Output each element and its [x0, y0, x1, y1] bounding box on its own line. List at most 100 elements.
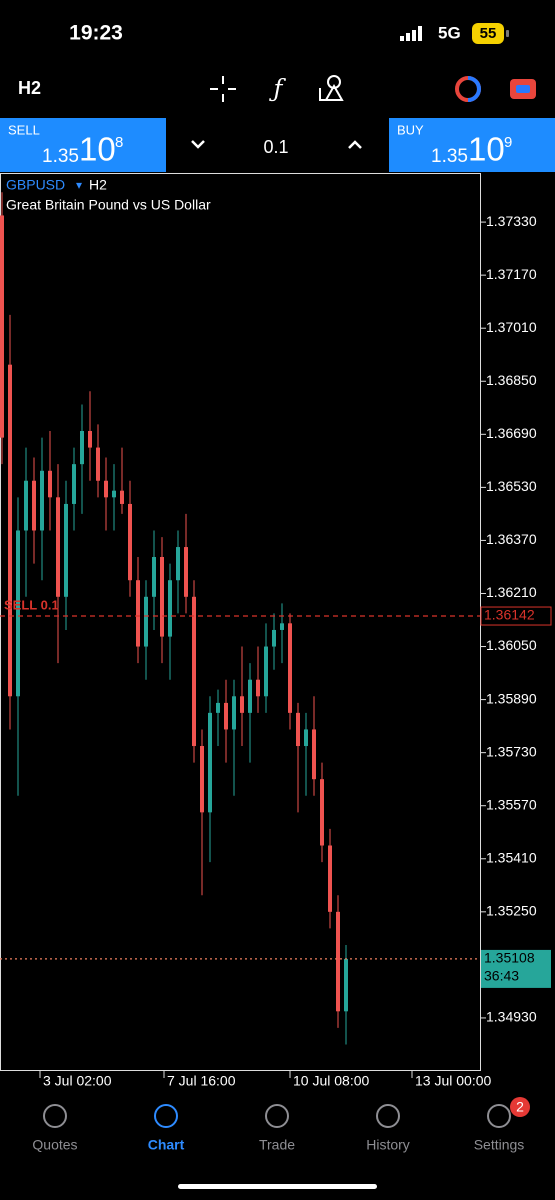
nav-label[interactable]: Quotes [32, 1137, 77, 1153]
candle-body [192, 596, 196, 747]
battery [472, 23, 504, 44]
y-tick-label: 1.35890 [486, 690, 537, 706]
sell-button[interactable] [0, 118, 166, 172]
badge-count: 2 [516, 1099, 524, 1115]
y-tick-label: 1.35730 [486, 743, 537, 759]
nav-label[interactable]: Chart [148, 1137, 185, 1153]
candle-body [48, 470, 52, 498]
candle-body [136, 580, 140, 647]
y-tick-label: 1.36850 [486, 372, 537, 388]
candle-body [56, 497, 60, 597]
candle-body [144, 596, 148, 647]
one-click-icon[interactable] [510, 79, 536, 99]
symbol-arrow[interactable]: ▾ [76, 178, 82, 192]
nav-icon[interactable] [265, 1104, 289, 1128]
candle-body [128, 503, 132, 581]
candle-body [176, 547, 180, 581]
signal-icon [400, 26, 422, 41]
trade-icon[interactable] [455, 76, 481, 102]
x-tick-label: 10 Jul 08:00 [293, 1073, 369, 1089]
y-tick-label: 1.34930 [486, 1009, 537, 1025]
network: 5G [438, 23, 461, 42]
candle-body [104, 480, 108, 498]
lot-up[interactable] [348, 140, 362, 149]
candle-body [8, 364, 12, 697]
sell-price-point: 8 [115, 134, 123, 151]
candle-body [160, 557, 164, 637]
indicators-icon[interactable]: ƒ [269, 75, 287, 103]
symbol[interactable]: GBPUSD [6, 177, 65, 193]
candle-body [96, 447, 100, 481]
nav-label[interactable]: Trade [259, 1137, 295, 1153]
candle-body [336, 911, 340, 1012]
candle-body [320, 779, 324, 846]
candle-body [80, 430, 84, 465]
candle-body [256, 679, 260, 697]
chart-timeframe: H2 [89, 177, 107, 193]
nav-icon[interactable] [154, 1104, 178, 1128]
y-tick-label: 1.36530 [486, 478, 537, 494]
buy-button[interactable] [389, 118, 555, 172]
candle-body [224, 702, 228, 730]
candle-body [152, 557, 156, 597]
sell-price-pips: 10 [79, 131, 116, 168]
candle-body [208, 712, 212, 813]
candle-body [72, 464, 76, 504]
home-indicator [178, 1184, 377, 1189]
candle-body [216, 702, 220, 713]
buy-price-major: 1.35 [431, 146, 468, 167]
order-price: 1.36142 [484, 607, 535, 623]
candle-body [248, 679, 252, 713]
symbol-description: Great Britain Pound vs US Dollar [6, 197, 211, 213]
y-tick-label: 1.37330 [486, 213, 537, 229]
candle-body [344, 958, 348, 1012]
crosshair-icon[interactable] [210, 76, 236, 102]
timeframe-button[interactable]: H2 [18, 78, 41, 98]
candle-body [280, 623, 284, 630]
candle-body [24, 480, 28, 531]
nav-icon[interactable] [487, 1104, 511, 1128]
candle-body [240, 696, 244, 713]
nav-icon[interactable] [43, 1104, 67, 1128]
candle-body [0, 215, 4, 438]
objects-icon[interactable] [319, 75, 344, 101]
candle-body [88, 430, 92, 448]
clock: 19:23 [69, 22, 123, 45]
countdown: 36:43 [484, 968, 519, 984]
candle-body [112, 490, 116, 498]
y-tick-label: 1.37170 [486, 266, 537, 282]
battery-level: 55 [480, 25, 497, 42]
candle-body [168, 580, 172, 637]
candle-body [312, 729, 316, 780]
y-tick-label: 1.36050 [486, 637, 537, 653]
candle-body [304, 729, 308, 747]
buy-price-point: 9 [504, 134, 512, 151]
candle-body [200, 746, 204, 813]
y-tick-label: 1.37010 [486, 319, 537, 335]
y-tick-label: 1.35570 [486, 796, 537, 812]
candle-body [64, 503, 68, 597]
candle-body [328, 845, 332, 912]
x-tick-label: 7 Jul 16:00 [167, 1073, 236, 1089]
nav-label[interactable]: History [366, 1137, 410, 1153]
buy-label: BUY [397, 122, 424, 137]
candle-body [264, 646, 268, 697]
sell-price-major: 1.35 [42, 146, 79, 167]
candle-body [40, 470, 44, 531]
nav-icon[interactable] [376, 1104, 400, 1128]
battery-tip [506, 30, 509, 37]
lot-size[interactable]: 0.1 [263, 137, 288, 157]
buy-price-pips: 10 [468, 131, 505, 168]
badge [510, 1097, 530, 1117]
price-box [481, 949, 551, 988]
y-tick-label: 1.35250 [486, 903, 537, 919]
lot-down[interactable] [191, 140, 205, 149]
order-line-text: SELL 0.1 [4, 597, 59, 612]
y-tick-label: 1.36370 [486, 531, 537, 547]
nav-label[interactable]: Settings [474, 1137, 525, 1153]
candle-body [184, 547, 188, 597]
candle-body [296, 712, 300, 747]
